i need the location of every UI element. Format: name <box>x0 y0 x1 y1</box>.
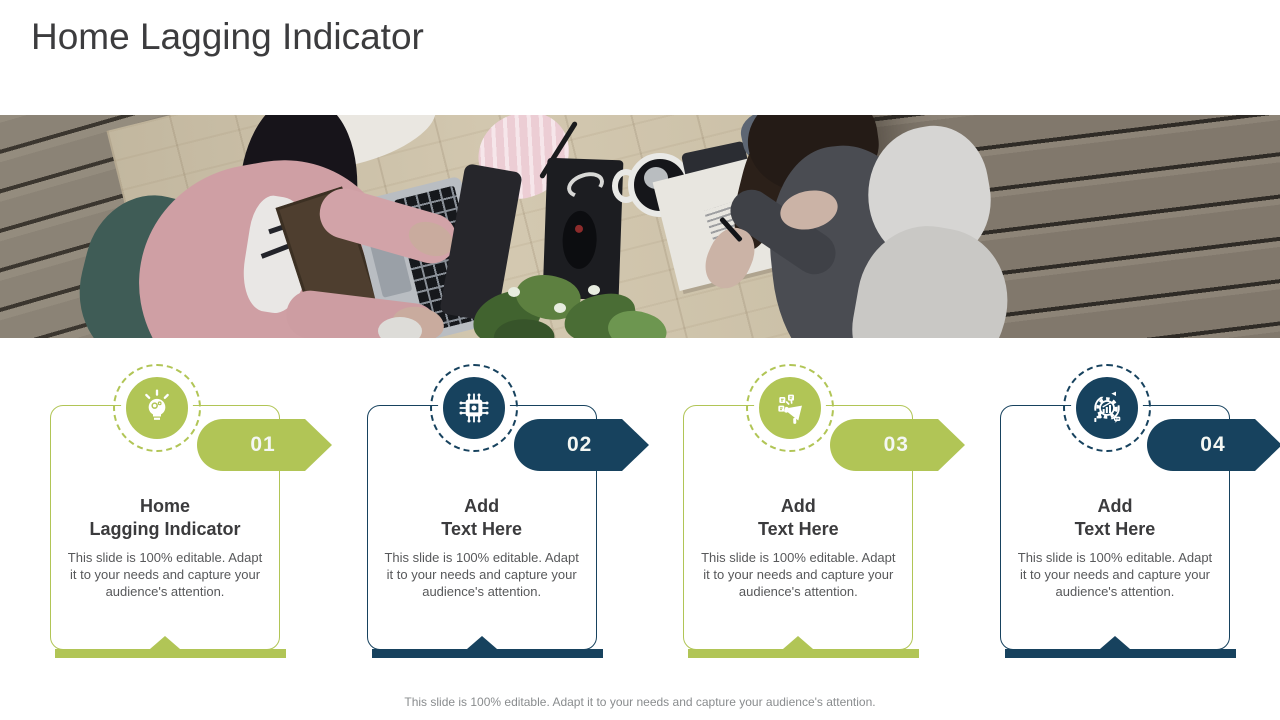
card-3-bottom-bar <box>688 649 920 658</box>
card-1-title: Home Lagging Indicator <box>89 496 241 539</box>
card-3-icon-disc <box>754 372 827 444</box>
card-3-number-badge: 03 <box>830 419 966 471</box>
card-2-title: Add Text Here <box>441 496 522 539</box>
card-4-icon-disc <box>1070 372 1143 444</box>
card-2-notch <box>466 636 497 649</box>
card-3-body: This slide is 100% editable. Adapt it to… <box>701 550 896 599</box>
card-4-notch <box>1099 636 1130 649</box>
page-title: Home Lagging Indicator <box>31 16 424 57</box>
card-2: 02 Add Text Here This slide is 100% edita… <box>366 364 649 658</box>
card-2-body: This slide is 100% editable. Adapt it to… <box>384 550 579 599</box>
card-row: 01 Home Lagging Indicator This slide is 1… <box>50 364 1280 658</box>
card-1-body: This slide is 100% editable. Adapt it to… <box>67 550 263 599</box>
card-2-bottom-bar <box>371 649 603 658</box>
card-4-title: Add Text Here <box>1074 496 1156 539</box>
photo-white-cup <box>378 317 422 338</box>
card-4: 04 Add Text Here This slide is 100% edita… <box>999 364 1280 658</box>
card-1-icon-ring <box>113 364 201 452</box>
megaphone-icon <box>778 394 803 424</box>
card-3-icon-ring <box>746 364 835 452</box>
photo-plant <box>466 266 672 338</box>
card-1: 01 Home Lagging Indicator This slide is 1… <box>50 364 332 658</box>
card-1-icon-disc <box>121 372 193 444</box>
card-3-notch <box>783 636 814 649</box>
lightbulb-gear-icon <box>145 389 169 420</box>
footer-note: This slide is 100% editable. Adapt it to… <box>404 695 876 709</box>
banner-photo <box>0 115 1280 338</box>
card-2-icon-ring <box>429 364 518 452</box>
card-1-bottom-bar <box>55 649 286 658</box>
cpu-chip-icon <box>459 393 489 423</box>
card-4-number: 04 <box>1200 433 1226 456</box>
card-4-number-badge: 04 <box>1146 419 1280 471</box>
gear-analytics-icon <box>1094 391 1121 423</box>
card-4-bottom-bar <box>1004 649 1236 658</box>
card-3-number: 03 <box>883 433 909 456</box>
card-4-icon-ring <box>1062 364 1151 452</box>
card-1-notch <box>150 636 180 649</box>
card-1-number-badge: 01 <box>197 419 332 471</box>
card-4-body: This slide is 100% editable. Adapt it to… <box>1017 550 1213 599</box>
card-3-title: Add Text Here <box>757 496 839 539</box>
card-1-number: 01 <box>250 433 276 456</box>
card-2-icon-disc <box>437 372 510 444</box>
card-2-number: 02 <box>566 433 593 456</box>
card-2-number-badge: 02 <box>513 419 649 471</box>
card-3: 03 Add Text Here This slide is 100% edita… <box>683 364 966 658</box>
